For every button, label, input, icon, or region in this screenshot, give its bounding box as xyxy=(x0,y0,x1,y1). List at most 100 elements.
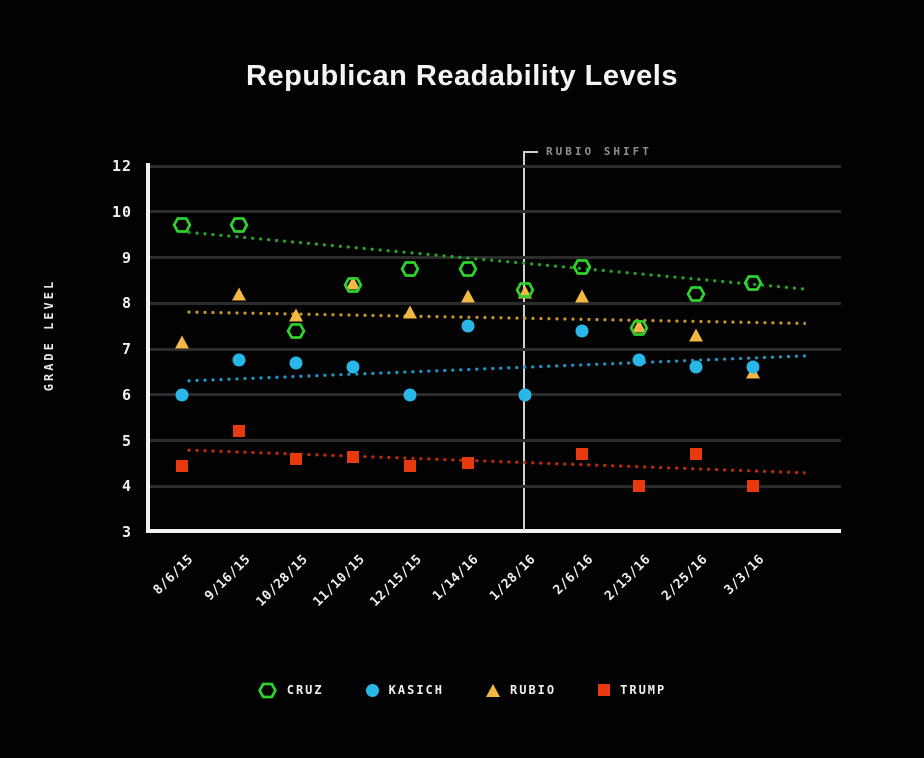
rubio-triangle-icon xyxy=(688,328,703,342)
trendline-cruz xyxy=(184,230,807,292)
point-kasich xyxy=(461,319,474,333)
legend-item-kasich: KASICH xyxy=(365,683,444,697)
cruz-hexagon-icon xyxy=(686,286,706,302)
point-cruz xyxy=(401,260,420,277)
point-kasich xyxy=(689,360,703,374)
point-cruz xyxy=(686,286,706,303)
point-rubio xyxy=(232,287,247,301)
rubio-triangle-icon xyxy=(574,289,589,303)
trendline-rubio xyxy=(184,310,807,326)
x-tick-label: 12/15/15 xyxy=(367,552,426,610)
trump-square-icon xyxy=(598,684,611,696)
trump-square-icon xyxy=(461,457,474,470)
trump-square-icon xyxy=(290,452,303,465)
kasich-circle-icon xyxy=(175,388,189,402)
point-kasich xyxy=(289,356,303,370)
point-cruz xyxy=(743,274,763,291)
y-tick-label: 6 xyxy=(121,385,132,404)
chart-title: Republican Readability Levels xyxy=(246,60,678,92)
rubio-triangle-icon xyxy=(232,287,247,301)
point-rubio xyxy=(460,289,475,303)
point-rubio xyxy=(175,335,189,349)
gridline xyxy=(150,393,841,397)
kasich-circle-icon xyxy=(403,388,417,402)
y-tick-label: 5 xyxy=(121,431,132,450)
x-tick-label: 10/28/15 xyxy=(253,552,311,610)
point-trump xyxy=(632,480,645,493)
x-tick-label: 2/25/16 xyxy=(658,552,711,604)
kasich-circle-icon xyxy=(689,360,703,374)
legend-label-cruz: CRUZ xyxy=(286,683,324,697)
point-cruz xyxy=(343,276,363,293)
trump-square-icon xyxy=(689,448,702,461)
cruz-hexagon-icon xyxy=(229,217,249,234)
rubio-shift-line xyxy=(523,152,525,530)
rubio-triangle-icon xyxy=(403,305,418,319)
cruz-hexagon-icon xyxy=(458,261,477,277)
kasich-circle-icon xyxy=(518,388,532,402)
y-tick-label: 9 xyxy=(121,248,132,267)
rubio-triangle-icon xyxy=(289,308,304,322)
trump-square-icon xyxy=(176,459,188,472)
legend-item-cruz: CRUZ xyxy=(257,682,324,699)
y-axis-title: GRADE LEVEL xyxy=(42,278,56,392)
point-kasich xyxy=(575,324,589,338)
cruz-hexagon-icon xyxy=(286,322,306,339)
point-trump xyxy=(233,425,246,438)
cruz-hexagon-icon xyxy=(743,274,763,291)
point-kasich xyxy=(518,388,532,402)
x-tick-label: 1/28/16 xyxy=(487,552,540,604)
rubio-triangle-icon xyxy=(486,683,500,697)
point-rubio xyxy=(289,308,304,322)
point-cruz xyxy=(629,320,649,337)
point-rubio xyxy=(688,328,703,342)
trump-square-icon xyxy=(747,480,759,493)
point-trump xyxy=(747,480,759,493)
cruz-hexagon-icon xyxy=(343,277,363,293)
trump-square-icon xyxy=(575,448,588,461)
kasich-circle-icon xyxy=(289,356,303,370)
cruz-hexagon-icon xyxy=(515,281,534,298)
kasich-circle-icon xyxy=(575,324,589,338)
point-kasich xyxy=(346,360,360,374)
cruz-hexagon-icon xyxy=(172,217,192,234)
y-tick-label: 10 xyxy=(111,202,132,221)
legend-label-kasich: KASICH xyxy=(388,683,444,697)
point-kasich xyxy=(175,388,189,402)
y-axis-line xyxy=(146,163,150,533)
rubio-triangle-icon xyxy=(460,289,475,303)
point-kasich xyxy=(403,388,417,402)
x-tick-label: 8/6/15 xyxy=(150,552,197,598)
point-cruz xyxy=(286,322,306,339)
gridline xyxy=(150,256,841,259)
x-tick-label: 1/14/16 xyxy=(430,552,483,604)
legend-label-rubio: RUBIO xyxy=(510,683,557,697)
point-cruz xyxy=(515,281,534,298)
x-tick-label: 11/10/15 xyxy=(310,552,368,610)
point-trump xyxy=(575,448,588,461)
point-kasich xyxy=(746,360,760,374)
trendline-trump xyxy=(184,447,807,475)
gridline xyxy=(150,347,841,351)
x-tick-label: 9/16/15 xyxy=(201,552,254,604)
point-cruz xyxy=(458,260,477,277)
kasich-circle-icon xyxy=(632,353,646,367)
cruz-hexagon-icon xyxy=(629,320,649,337)
point-cruz xyxy=(229,217,249,234)
rubio-triangle-icon xyxy=(175,335,189,349)
legend-item-trump: TRUMP xyxy=(598,683,666,697)
x-tick-label: 2/6/16 xyxy=(550,552,597,598)
point-trump xyxy=(461,457,474,470)
kasich-circle-icon xyxy=(746,360,760,374)
gridline xyxy=(150,210,841,214)
trump-square-icon xyxy=(404,459,417,472)
trendline-kasich xyxy=(184,353,807,384)
gridline xyxy=(150,439,841,442)
point-trump xyxy=(347,450,360,463)
point-trump xyxy=(176,459,188,472)
cruz-hexagon-icon xyxy=(401,261,420,277)
point-rubio xyxy=(403,305,418,319)
kasich-circle-icon xyxy=(461,319,474,333)
trump-square-icon xyxy=(347,450,360,463)
